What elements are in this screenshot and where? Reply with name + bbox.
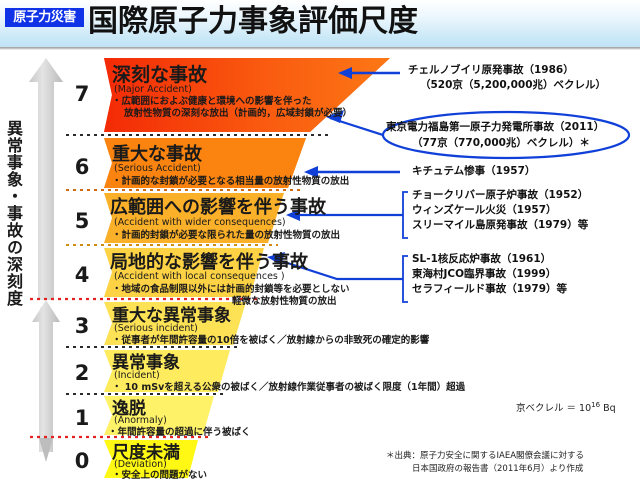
annotation-level5-line1: チョークリバー原子炉事故（1952） [412, 189, 589, 201]
level-title-3: 重大な異常事象 [112, 306, 231, 326]
level-number-2: 2 [74, 361, 90, 385]
level-english-0: (Deviation) [114, 459, 167, 470]
level-english-5: (Accident with wider consequences) [114, 217, 286, 228]
annotation-level5-line3: スリーマイル島原発事故（1979）等 [412, 219, 589, 231]
level-desc-7-line1: ・広範囲におよぶ健康と環境への影響を伴った [112, 96, 312, 107]
unit-note: 京ベクレル ＝ 1016 Bq [516, 400, 616, 414]
annotation-fukushima-line1: 東京電力福島第一原子力発電所事故（2011） [386, 121, 605, 133]
unit-note-text: 京ベクレル ＝ 10 [516, 403, 592, 414]
annotation-level4-line2: 東海村JCO臨界事故（1999） [412, 268, 557, 280]
level-desc-7-line2: 放射性物質の深刻な放出（計画的，広域封鎖が必要） [124, 108, 353, 119]
level-desc-2-line1: ・ 10 mSvを超える公衆の被ばく／放射線作業従事者の被ばく限度（1年間）超過 [112, 382, 466, 393]
level-title-7: 深刻な事故 [112, 64, 208, 86]
level-desc-0-line1: ・安全上の問題がない [112, 470, 208, 480]
annotation-kyshtym: キチュテム惨事（1957） [412, 165, 536, 177]
level-number-4: 4 [74, 263, 90, 287]
header-divider [0, 47, 640, 50]
annotation-chernobyl-line1: チェルノブイリ原発事故（1986） [408, 64, 574, 76]
annotation-fukushima-line2: （77京（770,000兆）ベクレル）＊ [412, 137, 590, 149]
level-number-0: 0 [74, 449, 90, 473]
level-english-7: (Major Accident) [114, 84, 192, 95]
level-title-0: 尺度未満 [112, 443, 180, 463]
level-english-1: (Anormaly) [114, 415, 167, 426]
level-desc-5-line1: ・計画的封鎖が必要な限られた量の放射性物質の放出 [112, 230, 341, 241]
level-english-4: (Accident with local consequences ) [114, 271, 285, 282]
level-title-6: 重大な事故 [112, 144, 202, 165]
severity-axis-label: 異常事象・事故の深刻度 [4, 120, 23, 307]
category-badge: 原子力災害 [5, 8, 84, 27]
level-title-1: 逸脱 [112, 399, 146, 419]
annotation-chernobyl-line2: （520京（5,200,000兆）ベクレル） [420, 79, 607, 91]
level-desc-1-line1: ・年間許容量の超過に伴う被ばく [108, 427, 251, 438]
source-note-line1: ＊出典：原子力安全に関するIAEA閣僚会議に対する [386, 451, 585, 461]
level-title-2: 異常事象 [112, 353, 180, 373]
level-title-4: 局地的な影響を伴う事故 [110, 252, 308, 273]
annotation-level5-line2: ウィンズケール火災（1957） [412, 204, 557, 216]
level-number-7: 7 [74, 82, 90, 106]
level-desc-3-line1: ・従事者が年間許容量の10倍を被ばく／放射線からの非致死の確定的影響 [112, 335, 430, 346]
level-desc-6-line1: ・計画的な封鎖が必要となる相当量の放射性物質の放出 [112, 176, 350, 187]
unit-note-tail: Bq [600, 403, 616, 414]
level-english-2: (Incident) [114, 370, 160, 381]
header-bar [0, 0, 640, 47]
level-number-5: 5 [74, 209, 90, 233]
level-desc-4-line2: 軽微な放射性物質の放出 [232, 296, 337, 307]
level-english-3: (Serious incident) [114, 323, 198, 334]
level-number-6: 6 [74, 155, 90, 179]
level-number-1: 1 [74, 406, 90, 430]
level-title-5: 広範囲への影響を伴う事故 [110, 197, 326, 218]
accident-zone-label: 事故 [36, 150, 51, 176]
source-note-line2: 日本国政府の報告書（2011年6月）より作成 [412, 464, 584, 474]
incident-zone-label: 異常事象 [36, 307, 51, 359]
annotation-level4-line3: セラフィールド事故（1979）等 [412, 283, 568, 295]
unit-note-exponent: 16 [591, 400, 601, 409]
severity-arrow-up [29, 58, 63, 300]
annotation-level4-line1: SL-1核反応炉事故（1961） [412, 253, 552, 265]
page-title: 国際原子力事象評価尺度 [88, 4, 418, 39]
level-desc-4-line1: ・地域の食品制限以外には計画的封鎖等を必要としない [112, 284, 350, 295]
level-english-6: (Serious Accident) [114, 163, 201, 174]
level-number-3: 3 [74, 314, 90, 338]
